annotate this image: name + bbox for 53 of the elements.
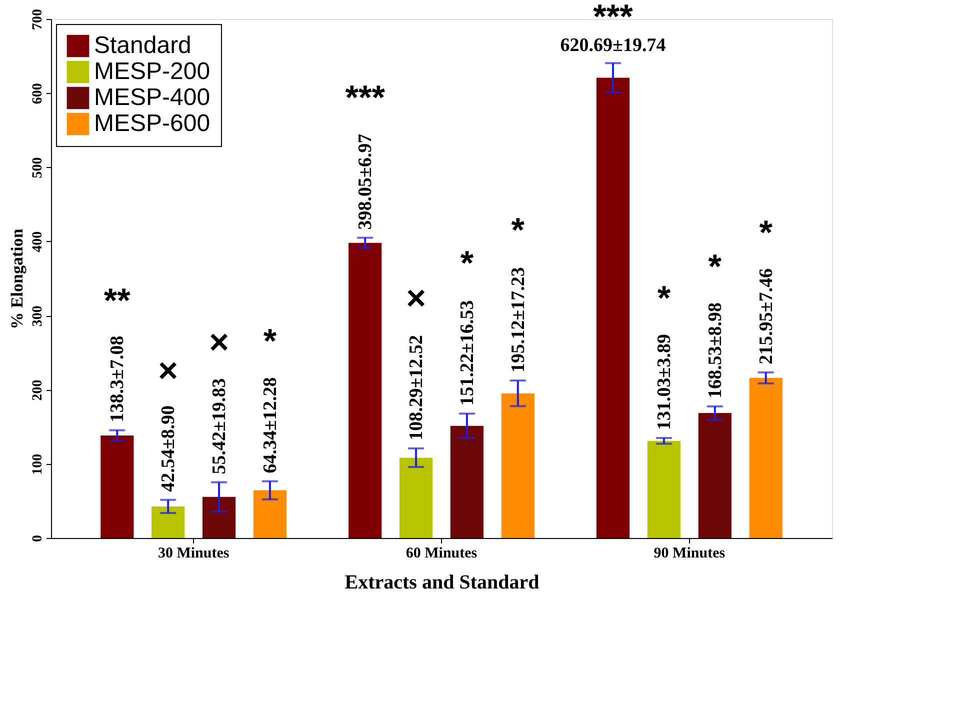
bar <box>698 413 732 538</box>
annotation: * <box>759 214 774 252</box>
data-label: 620.69±19.74 <box>560 35 666 56</box>
bar <box>100 435 134 538</box>
bar <box>152 506 185 538</box>
y-tick-label: 300 <box>30 306 46 327</box>
annotation: ** <box>104 282 132 320</box>
data-label: 55.42±19.83 <box>209 378 230 474</box>
x-axis-title: Extracts and Standard <box>344 572 540 594</box>
data-label: 138.3±7.08 <box>107 336 128 422</box>
annotation: × <box>209 324 229 362</box>
bar <box>749 378 782 538</box>
data-label: 398.05±6.97 <box>355 133 376 230</box>
bar <box>450 426 484 538</box>
annotation: * <box>460 244 474 283</box>
legend-label: MESP-600 <box>94 110 210 137</box>
legend-label: MESP-200 <box>94 58 210 85</box>
data-label: 195.12±17.23 <box>508 267 529 373</box>
annotation: *** <box>593 0 634 36</box>
y-axis-title: % Elongation <box>8 228 26 330</box>
x-tick-label: 30 Minutes <box>158 546 230 562</box>
annotation: × <box>158 352 178 390</box>
annotation: * <box>708 248 722 286</box>
annotation: * <box>657 279 672 318</box>
y-tick-label: 100 <box>30 454 46 475</box>
bar <box>348 242 382 538</box>
y-tick-label: 400 <box>30 231 46 252</box>
annotation: × <box>406 279 426 318</box>
x-tick-label: 90 Minutes <box>654 546 726 562</box>
annotation: * <box>511 212 526 250</box>
y-tick-label: 700 <box>30 9 46 30</box>
bar <box>253 490 287 538</box>
y-tick-label: 200 <box>30 380 46 401</box>
bar <box>501 393 534 538</box>
data-label: 64.34±12.28 <box>260 377 281 474</box>
bar <box>399 458 433 538</box>
data-label: 131.03±3.89 <box>654 334 675 430</box>
data-label: 215.95±7.46 <box>756 268 777 364</box>
bar <box>647 440 681 538</box>
bar <box>596 78 630 538</box>
y-tick-label: 500 <box>30 157 46 178</box>
data-label: 108.29±12.52 <box>406 334 428 440</box>
data-label: 151.22±16.53 <box>456 300 478 406</box>
y-tick-label: 600 <box>30 83 46 104</box>
y-tick-label: 0 <box>30 535 46 542</box>
legend-label: MESP-400 <box>94 84 210 111</box>
x-tick-label: 60 Minutes <box>406 546 478 562</box>
data-label: 168.53±8.98 <box>704 302 726 398</box>
legend-label: Standard <box>94 32 192 59</box>
data-label: 42.54±8.90 <box>158 405 180 492</box>
bar <box>202 496 236 538</box>
annotation: *** <box>345 79 386 118</box>
annotation: * <box>263 322 278 361</box>
